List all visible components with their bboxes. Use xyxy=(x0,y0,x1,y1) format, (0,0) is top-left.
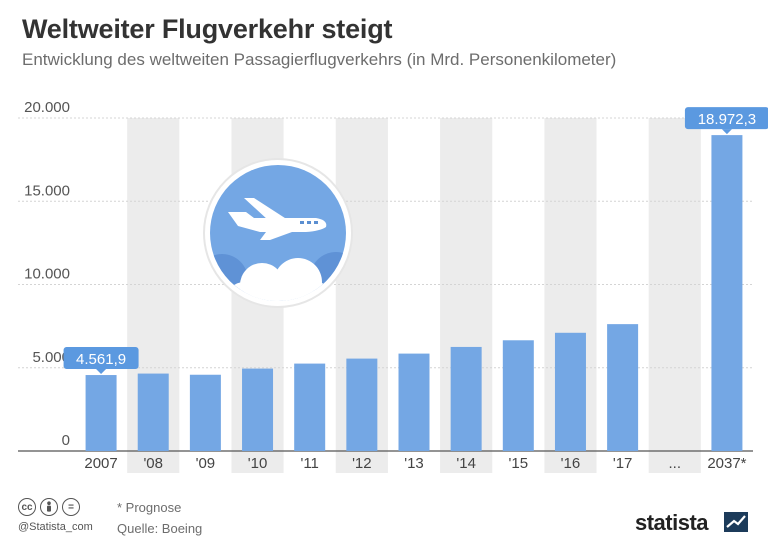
bar xyxy=(346,358,378,451)
chart-subtitle: Entwicklung des weltweiten Passagierflug… xyxy=(22,50,617,69)
data-label: 18.972,3 xyxy=(684,107,768,135)
person-icon xyxy=(40,498,58,516)
x-tick-label: '14 xyxy=(456,455,476,472)
data-labels: 4.561,9 18.972,3 xyxy=(63,107,768,375)
x-tick-label: '10 xyxy=(248,455,268,472)
x-tick-label: 2007 xyxy=(84,455,117,472)
y-tick-label: 10.000 xyxy=(24,266,70,283)
svg-text:4.561,9: 4.561,9 xyxy=(76,351,126,368)
bar xyxy=(242,368,274,451)
data-label: 4.561,9 xyxy=(63,347,139,375)
cc-icon: cc xyxy=(18,498,36,516)
column-band xyxy=(648,118,701,473)
statista-logo-icon xyxy=(724,512,748,532)
svg-text:18.972,3: 18.972,3 xyxy=(698,111,756,128)
x-tick-label: '09 xyxy=(196,455,216,472)
y-tick-label: 5.000 xyxy=(32,349,70,366)
bar xyxy=(554,332,586,451)
airplane-icon xyxy=(203,158,353,308)
x-tick-label: '12 xyxy=(352,455,372,472)
bar xyxy=(711,135,743,451)
chart-title: Weltweiter Flugverkehr steigt xyxy=(22,14,393,44)
x-tick-label: '11 xyxy=(300,455,318,472)
social-handle: @Statista_com xyxy=(18,521,93,533)
x-tick-label: ... xyxy=(669,455,682,472)
license-icons: cc = xyxy=(18,498,80,516)
x-axis-ticks: 2007 '08 '09 '10 '11 '12 '13 '14 '15 '16 '17... 203… xyxy=(84,455,746,472)
bar xyxy=(450,346,482,451)
bar xyxy=(189,374,221,451)
bar xyxy=(502,340,534,451)
y-tick-label: 20.000 xyxy=(24,99,70,116)
x-tick-label: '08 xyxy=(143,455,163,472)
bar-chart: 0 5.000 10.000 15.000 20.000 2007 '08 '09 '10 '1… xyxy=(18,99,768,473)
y-tick-label: 15.000 xyxy=(24,182,70,199)
bar xyxy=(137,373,169,451)
x-tick-label: '17 xyxy=(613,455,633,472)
y-tick-label: 0 xyxy=(62,432,70,449)
x-tick-label: '13 xyxy=(404,455,424,472)
x-tick-label: '15 xyxy=(509,455,529,472)
bar xyxy=(607,324,639,451)
bars xyxy=(85,135,743,451)
footnote: * Prognose xyxy=(117,500,182,515)
bar xyxy=(85,375,117,451)
y-axis-ticks: 0 5.000 10.000 15.000 20.000 xyxy=(24,99,70,449)
equals-icon: = xyxy=(62,498,80,516)
x-tick-label: 2037* xyxy=(707,455,746,472)
x-tick-label: '16 xyxy=(561,455,581,472)
bar xyxy=(398,353,430,451)
source-note: Quelle: Boeing xyxy=(117,521,203,536)
bar xyxy=(294,363,326,451)
brand-logo[interactable]: statista xyxy=(635,510,709,535)
